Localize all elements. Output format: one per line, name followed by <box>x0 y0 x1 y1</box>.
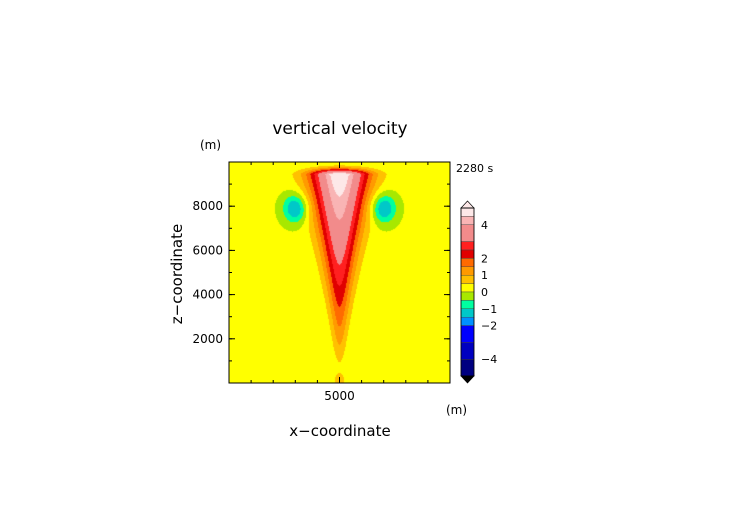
y-tick-label-2: 6000 <box>192 243 223 257</box>
colorbar-swatch-9 <box>460 291 475 301</box>
colorbar-tick-label-5: −2 <box>481 320 497 333</box>
colorbar-swatch-5 <box>460 258 475 267</box>
colorbar-swatch-10 <box>460 300 475 309</box>
velocity-field <box>229 162 450 383</box>
x-axis-title: x−coordinate <box>289 422 390 440</box>
colorbar-swatch-6 <box>460 266 475 276</box>
colorbar-swatch-13 <box>460 325 475 343</box>
colorbar: 4 2 1 0 −1 −2 −4 <box>460 200 497 384</box>
colorbar-swatch-15 <box>460 359 475 377</box>
colorbar-tick-label-4: −1 <box>481 303 497 316</box>
y-tick-label-0: 2000 <box>192 332 223 346</box>
y-ticks: 2000 4000 6000 8000 <box>192 183 450 362</box>
colorbar-swatch-8 <box>460 283 475 293</box>
colorbar-swatch-1 <box>460 216 475 225</box>
colorbar-swatch-4 <box>460 249 475 259</box>
time-label: 2280 s <box>456 162 493 175</box>
colorbar-swatch-12 <box>460 317 475 326</box>
colorbar-swatch-0 <box>460 207 475 217</box>
y-unit-label: (m) <box>200 138 221 152</box>
colorbar-tick-label-2: 1 <box>481 269 488 282</box>
colorbar-tick-label-0: 4 <box>481 219 488 232</box>
x-tick-label-0: 5000 <box>324 389 355 403</box>
colorbar-swatch-3 <box>460 241 475 251</box>
colorbar-tick-label-1: 2 <box>481 252 488 265</box>
chart-title: vertical velocity <box>272 119 407 139</box>
y-axis-title: z−coordinate <box>168 224 186 324</box>
colorbar-tick-label-3: 0 <box>481 286 488 299</box>
colorbar-swatch-14 <box>460 342 475 360</box>
plot-area <box>228 161 451 384</box>
colorbar-swatch-7 <box>460 275 475 284</box>
y-tick-label-1: 4000 <box>192 288 223 302</box>
colorbar-frame <box>460 207 475 377</box>
y-tick-label-3: 8000 <box>192 199 223 213</box>
x-ticks: 5000 <box>250 162 429 403</box>
colorbar-tick-label-6: −4 <box>481 353 497 366</box>
colorbar-swatch-11 <box>460 308 475 318</box>
colorbar-max-arrow <box>460 200 475 209</box>
colorbar-swatch-2 <box>460 224 475 242</box>
x-unit-label: (m) <box>446 403 467 417</box>
colorbar-min-arrow <box>460 375 475 384</box>
